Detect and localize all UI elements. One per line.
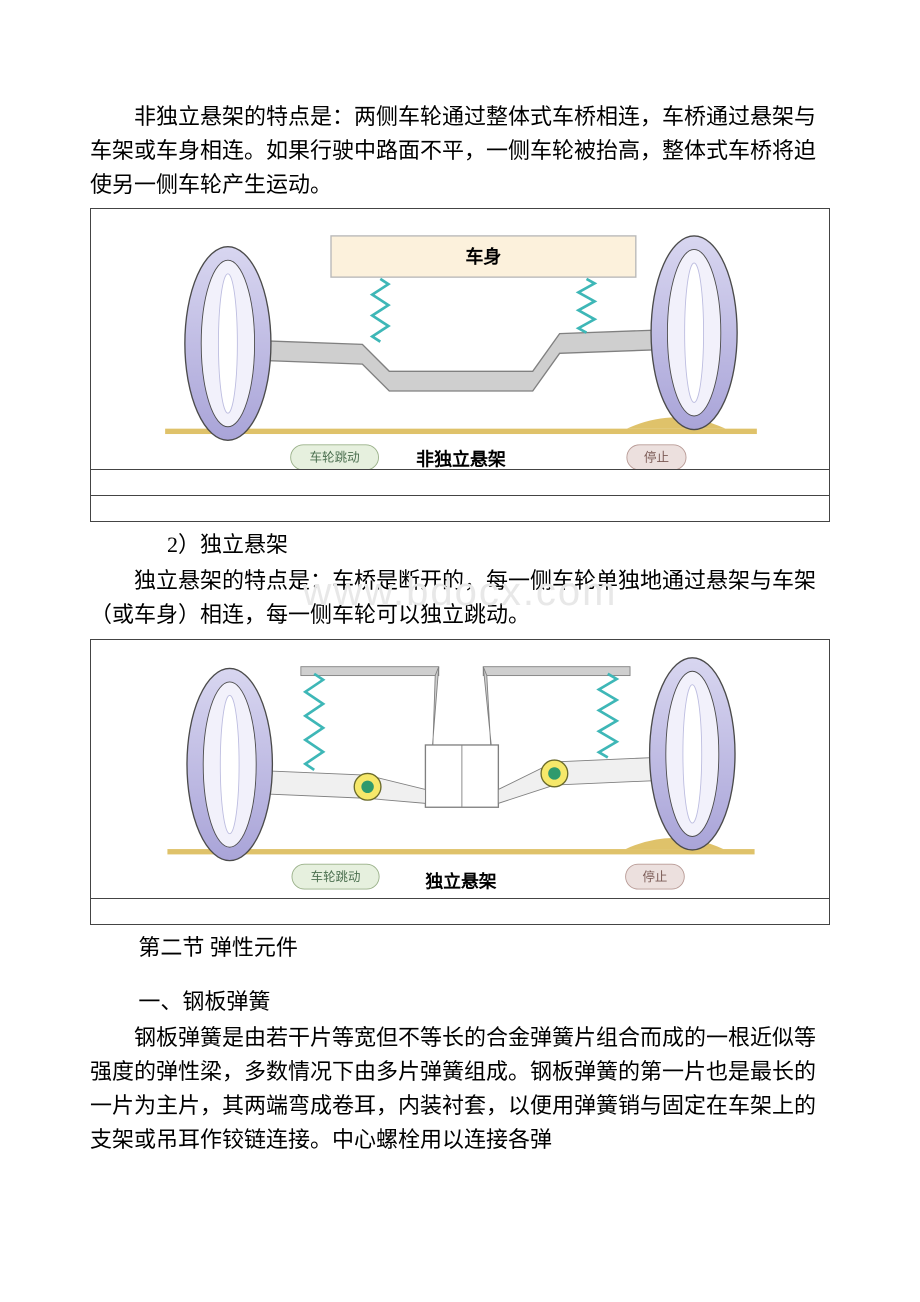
diagram-non-independent: 车身车轮跳动 停止 非独立悬架 — [91, 209, 831, 469]
svg-text:停止: 停止 — [644, 450, 669, 465]
figure-spacer-row-3 — [91, 898, 829, 924]
paragraph-2: 独立悬架的特点是：车桥是断开的，每一侧车轮单独地通过悬架与车架（或车身）相连，每… — [90, 564, 830, 632]
svg-text:车轮跳动: 车轮跳动 — [309, 451, 359, 465]
svg-text:独立悬架: 独立悬架 — [425, 870, 496, 891]
diagram-independent: 车轮跳动 停止 独立悬架 — [91, 640, 831, 898]
svg-text:车轮跳动: 车轮跳动 — [311, 869, 361, 884]
heading-steel-spring: 一、钢板弹簧 — [90, 985, 830, 1019]
heading-independent: 2）独立悬架 — [90, 528, 830, 562]
figure-non-independent: 车身车轮跳动 停止 非独立悬架 — [90, 208, 830, 522]
svg-text:停止: 停止 — [642, 869, 667, 884]
figure-independent: 车轮跳动 停止 独立悬架 — [90, 639, 830, 925]
spacer — [90, 967, 830, 985]
figure-spacer-row-2 — [91, 495, 829, 521]
paragraph-3: 钢板弹簧是由若干片等宽但不等长的合金弹簧片组合而成的一根近似等强度的弹性梁，多数… — [90, 1021, 830, 1157]
figure-spacer-row-1 — [91, 469, 829, 495]
svg-text:车身: 车身 — [465, 246, 501, 267]
heading-section-2: 第二节 弹性元件 — [90, 931, 830, 965]
svg-text:非独立悬架: 非独立悬架 — [416, 449, 506, 470]
paragraph-1: 非独立悬架的特点是：两侧车轮通过整体式车桥相连，车桥通过悬架与车架或车身相连。如… — [90, 100, 830, 202]
